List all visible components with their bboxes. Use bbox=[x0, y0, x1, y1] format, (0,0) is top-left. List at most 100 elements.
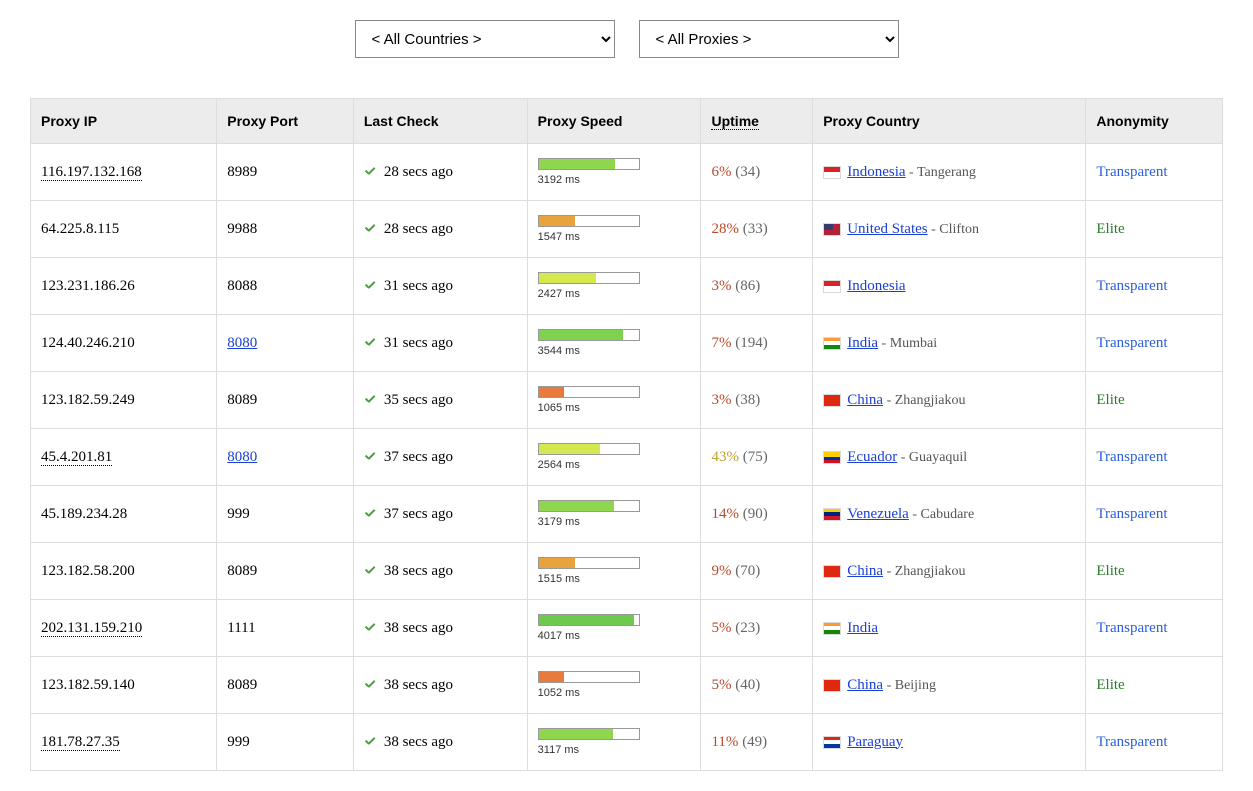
proxy-ip: 124.40.246.210 bbox=[41, 335, 135, 351]
last-check-text: 38 secs ago bbox=[384, 563, 453, 579]
uptime-count: (194) bbox=[735, 335, 768, 351]
proxy-ip: 202.131.159.210 bbox=[41, 620, 142, 637]
last-check-text: 38 secs ago bbox=[384, 677, 453, 693]
proxy-port: 8089 bbox=[227, 392, 257, 408]
uptime-count: (38) bbox=[735, 392, 760, 408]
table-row: 64.225.8.115998828 secs ago1547 ms28% (3… bbox=[31, 201, 1223, 258]
country-link[interactable]: Indonesia bbox=[847, 278, 905, 294]
check-icon bbox=[364, 566, 378, 577]
speed-bar bbox=[538, 158, 640, 170]
city-text: - Clifton bbox=[928, 222, 979, 237]
uptime-count: (90) bbox=[743, 506, 768, 522]
uptime-pct: 5% bbox=[711, 677, 731, 693]
country-link[interactable]: India bbox=[847, 620, 878, 636]
proxy-port: 999 bbox=[227, 734, 250, 750]
city-text: - Guayaquil bbox=[897, 450, 967, 465]
table-row: 202.131.159.210111138 secs ago4017 ms5% … bbox=[31, 600, 1223, 657]
proxy-port[interactable]: 8080 bbox=[227, 449, 257, 465]
proxy-ip: 45.189.234.28 bbox=[41, 506, 127, 522]
proxy-ip: 116.197.132.168 bbox=[41, 164, 142, 181]
country-link[interactable]: Indonesia bbox=[847, 164, 905, 180]
speed-ms: 4017 ms bbox=[538, 630, 691, 642]
country-link[interactable]: China bbox=[847, 677, 883, 693]
header-country[interactable]: Proxy Country bbox=[813, 99, 1086, 144]
uptime-pct: 14% bbox=[711, 506, 739, 522]
header-ip[interactable]: Proxy IP bbox=[31, 99, 217, 144]
check-icon bbox=[364, 737, 378, 748]
check-icon bbox=[364, 338, 378, 349]
proxy-port: 8089 bbox=[227, 563, 257, 579]
proxy-ip: 181.78.27.35 bbox=[41, 734, 120, 751]
country-link[interactable]: Venezuela bbox=[847, 506, 909, 522]
table-row: 123.231.186.26808831 secs ago2427 ms3% (… bbox=[31, 258, 1223, 315]
country-link[interactable]: China bbox=[847, 563, 883, 579]
speed-ms: 3192 ms bbox=[538, 174, 691, 186]
speed-bar bbox=[538, 500, 640, 512]
last-check-text: 38 secs ago bbox=[384, 620, 453, 636]
proxy-filter-select[interactable]: < All Proxies > bbox=[639, 20, 899, 58]
proxy-port[interactable]: 8080 bbox=[227, 335, 257, 351]
check-icon bbox=[364, 224, 378, 235]
proxy-ip: 123.182.59.249 bbox=[41, 392, 135, 408]
flag-icon bbox=[823, 337, 841, 350]
country-link[interactable]: China bbox=[847, 392, 883, 408]
country-link[interactable]: India bbox=[847, 335, 878, 351]
flag-icon bbox=[823, 622, 841, 635]
last-check-text: 35 secs ago bbox=[384, 392, 453, 408]
uptime-pct: 43% bbox=[711, 449, 739, 465]
uptime-pct: 5% bbox=[711, 620, 731, 636]
uptime-count: (49) bbox=[742, 734, 767, 750]
uptime-pct: 11% bbox=[711, 734, 738, 750]
proxy-port: 9988 bbox=[227, 221, 257, 237]
anonymity-value: Transparent bbox=[1096, 449, 1167, 465]
table-row: 116.197.132.168898928 secs ago3192 ms6% … bbox=[31, 144, 1223, 201]
table-row: 123.182.59.140808938 secs ago1052 ms5% (… bbox=[31, 657, 1223, 714]
city-text: - Zhangjiakou bbox=[883, 393, 965, 408]
uptime-pct: 3% bbox=[711, 392, 731, 408]
anonymity-value: Transparent bbox=[1096, 335, 1167, 351]
city-text: - Cabudare bbox=[909, 507, 974, 522]
header-last-check[interactable]: Last Check bbox=[353, 99, 527, 144]
last-check-text: 28 secs ago bbox=[384, 221, 453, 237]
check-icon bbox=[364, 509, 378, 520]
table-row: 124.40.246.210808031 secs ago3544 ms7% (… bbox=[31, 315, 1223, 372]
anonymity-value: Transparent bbox=[1096, 506, 1167, 522]
flag-icon bbox=[823, 166, 841, 179]
table-header-row: Proxy IP Proxy Port Last Check Proxy Spe… bbox=[31, 99, 1223, 144]
country-link[interactable]: United States bbox=[847, 221, 927, 237]
city-text: - Beijing bbox=[883, 678, 936, 693]
speed-bar bbox=[538, 728, 640, 740]
uptime-count: (86) bbox=[735, 278, 760, 294]
flag-icon bbox=[823, 451, 841, 464]
speed-ms: 1515 ms bbox=[538, 573, 691, 585]
proxy-ip: 45.4.201.81 bbox=[41, 449, 112, 466]
table-row: 123.182.58.200808938 secs ago1515 ms9% (… bbox=[31, 543, 1223, 600]
proxy-port: 8088 bbox=[227, 278, 257, 294]
filter-bar: < All Countries > < All Proxies > bbox=[30, 20, 1223, 58]
anonymity-value: Transparent bbox=[1096, 734, 1167, 750]
country-link[interactable]: Ecuador bbox=[847, 449, 897, 465]
table-row: 181.78.27.3599938 secs ago3117 ms11% (49… bbox=[31, 714, 1223, 771]
flag-icon bbox=[823, 508, 841, 521]
anonymity-value: Elite bbox=[1096, 392, 1124, 408]
header-port[interactable]: Proxy Port bbox=[217, 99, 354, 144]
city-text: - Tangerang bbox=[906, 165, 976, 180]
header-speed[interactable]: Proxy Speed bbox=[527, 99, 701, 144]
anonymity-value: Transparent bbox=[1096, 620, 1167, 636]
last-check-text: 37 secs ago bbox=[384, 506, 453, 522]
last-check-text: 38 secs ago bbox=[384, 734, 453, 750]
country-filter-select[interactable]: < All Countries > bbox=[355, 20, 615, 58]
anonymity-value: Transparent bbox=[1096, 164, 1167, 180]
header-anonymity[interactable]: Anonymity bbox=[1086, 99, 1223, 144]
header-uptime[interactable]: Uptime bbox=[701, 99, 813, 144]
country-link[interactable]: Paraguay bbox=[847, 734, 903, 750]
proxy-port: 1111 bbox=[227, 620, 255, 636]
last-check-text: 31 secs ago bbox=[384, 278, 453, 294]
speed-ms: 2427 ms bbox=[538, 288, 691, 300]
anonymity-value: Transparent bbox=[1096, 278, 1167, 294]
speed-bar bbox=[538, 614, 640, 626]
last-check-text: 31 secs ago bbox=[384, 335, 453, 351]
speed-ms: 2564 ms bbox=[538, 459, 691, 471]
speed-ms: 1052 ms bbox=[538, 687, 691, 699]
check-icon bbox=[364, 680, 378, 691]
